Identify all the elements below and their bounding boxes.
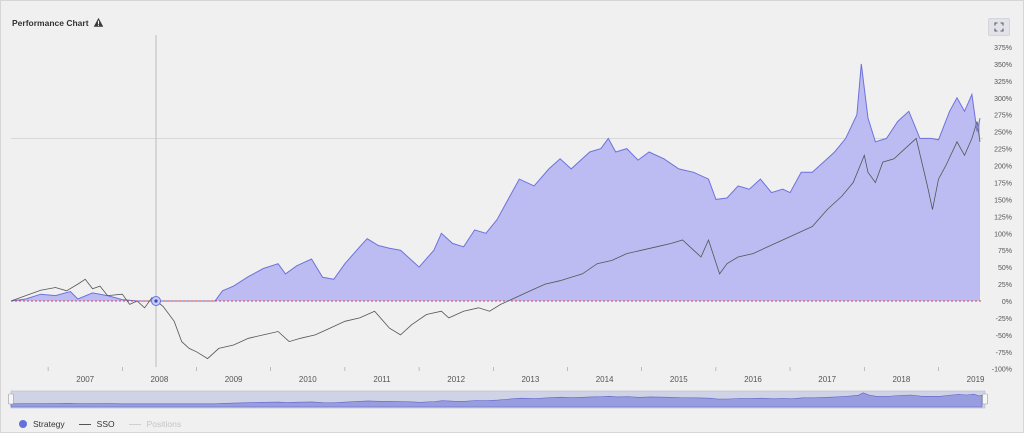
legend-item-strategy[interactable]: Strategy xyxy=(19,419,65,429)
chart-header: Performance Chart xyxy=(12,17,104,28)
y-tick-label: -50% xyxy=(996,333,1012,340)
x-tick-label: 2010 xyxy=(299,375,317,384)
hover-marker-dot xyxy=(154,299,158,303)
y-tick-label: 75% xyxy=(998,248,1012,255)
y-tick-label: 275% xyxy=(994,113,1012,120)
y-tick-label: -25% xyxy=(996,316,1012,323)
y-tick-label: 200% xyxy=(994,164,1012,171)
positions-line-icon xyxy=(128,423,141,425)
range-navigator[interactable] xyxy=(8,390,988,409)
expand-icon xyxy=(994,22,1004,32)
legend-label-positions: Positions xyxy=(146,419,182,429)
warning-triangle-icon[interactable] xyxy=(93,17,104,28)
x-tick-label: 2007 xyxy=(76,375,94,384)
x-tick-label: 2017 xyxy=(818,375,836,384)
legend-item-sso[interactable]: SSO xyxy=(78,419,115,429)
navigator-handle[interactable] xyxy=(8,393,14,405)
y-tick-label: 300% xyxy=(994,96,1012,103)
x-tick-label: 2019 xyxy=(967,375,985,384)
legend-label-sso: SSO xyxy=(96,419,115,429)
y-axis: 375% 350% 325% 300% 275% 250% 225% 200% 175% 150%… xyxy=(992,45,1012,374)
expand-button[interactable] xyxy=(988,18,1010,36)
strategy-area[interactable] xyxy=(11,63,980,302)
x-tick-label: 2008 xyxy=(150,375,168,384)
y-tick-label: 0% xyxy=(1002,299,1012,306)
legend-item-positions[interactable]: Positions xyxy=(128,419,182,429)
legend-label-strategy: Strategy xyxy=(33,419,65,429)
y-tick-label: 250% xyxy=(994,130,1012,137)
x-tick-label: 2014 xyxy=(596,375,614,384)
chart-title: Performance Chart xyxy=(12,17,89,28)
strategy-dot-icon xyxy=(19,420,27,428)
x-tick-label: 2009 xyxy=(225,375,243,384)
y-tick-label: 25% xyxy=(998,282,1012,289)
y-tick-label: 175% xyxy=(994,180,1012,187)
y-tick-label: -75% xyxy=(996,350,1012,357)
series-layer xyxy=(10,63,983,360)
x-axis: 2007 2008 2009 2010 2011 2012 2013 2014 2015 2016… xyxy=(47,367,985,384)
sso-line-icon xyxy=(78,423,91,425)
y-tick-label: 150% xyxy=(994,197,1012,204)
strategy-line[interactable] xyxy=(10,63,981,302)
navigator-handle[interactable] xyxy=(982,393,988,405)
x-tick-label: 2011 xyxy=(373,375,391,384)
navigator-series xyxy=(10,392,983,408)
y-tick-label: 350% xyxy=(994,62,1012,69)
x-tick-label: 2013 xyxy=(521,375,539,384)
y-tick-label: 325% xyxy=(994,79,1012,86)
y-tick-label: 50% xyxy=(998,265,1012,272)
y-tick-label: 125% xyxy=(994,214,1012,221)
x-tick-label: 2015 xyxy=(670,375,688,384)
x-tick-label: 2016 xyxy=(744,375,762,384)
grid-layer xyxy=(11,35,983,367)
x-tick-label: 2018 xyxy=(892,375,910,384)
legend: Strategy SSO Positions xyxy=(19,419,195,429)
y-tick-label: 100% xyxy=(994,231,1012,238)
y-tick-label: 375% xyxy=(994,45,1012,52)
x-tick-label: 2012 xyxy=(447,375,465,384)
y-tick-label: 225% xyxy=(994,147,1012,154)
y-tick-label: -100% xyxy=(992,367,1012,374)
